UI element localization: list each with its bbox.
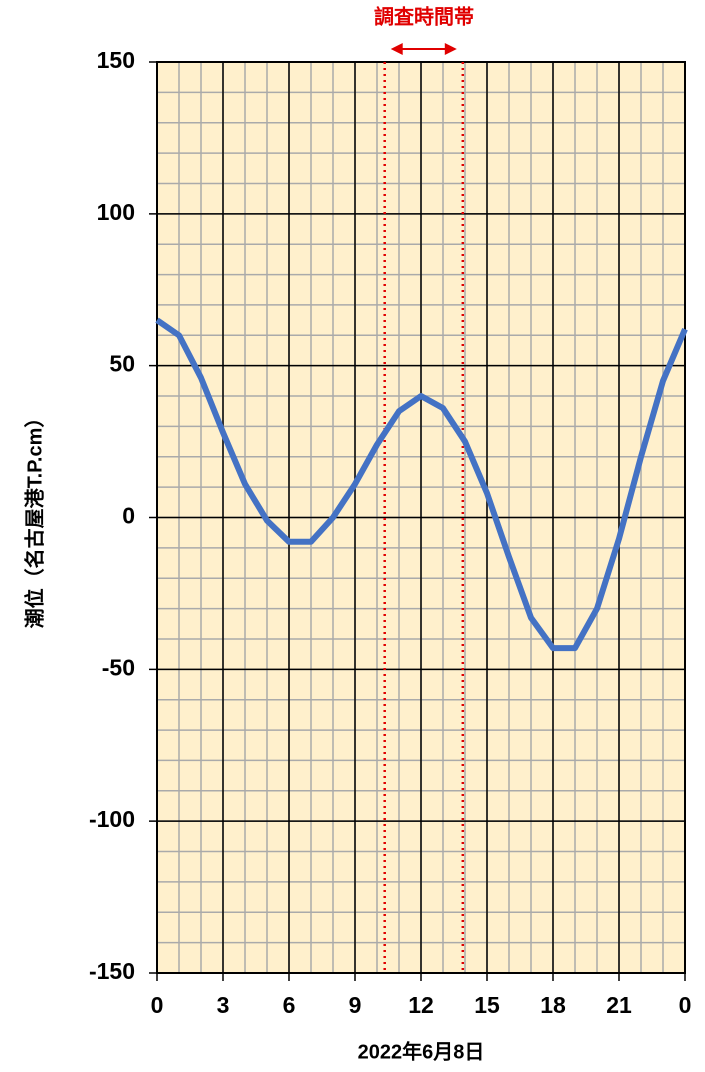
x-tick-label: 15	[474, 992, 500, 1018]
y-tick-label: 0	[122, 503, 135, 529]
y-axis-label: 潮位（名古屋港T.P.cm）	[22, 408, 46, 629]
y-tick-label: 150	[97, 47, 135, 73]
x-tick-label: 0	[151, 992, 164, 1018]
x-tick-label: 18	[540, 992, 566, 1018]
data-line	[155, 317, 688, 652]
y-tick-label: -50	[102, 654, 135, 680]
y-tick-label: -100	[89, 806, 135, 832]
annotation: 調査時間帯	[374, 4, 474, 28]
y-tick-label: -150	[89, 958, 135, 984]
x-tick-label: 21	[606, 992, 632, 1018]
x-tick-label: 6	[283, 992, 296, 1018]
y-tick-label: 100	[97, 199, 135, 225]
x-tick-label: 9	[349, 992, 362, 1018]
x-tick-label: 0	[679, 992, 692, 1018]
plot-border	[156, 61, 686, 974]
x-axis-label: 2022年6月8日	[358, 1039, 485, 1063]
x-tick-label: 3	[217, 992, 230, 1018]
y-tick-label: 50	[109, 351, 135, 377]
x-tick-label: 12	[408, 992, 434, 1018]
